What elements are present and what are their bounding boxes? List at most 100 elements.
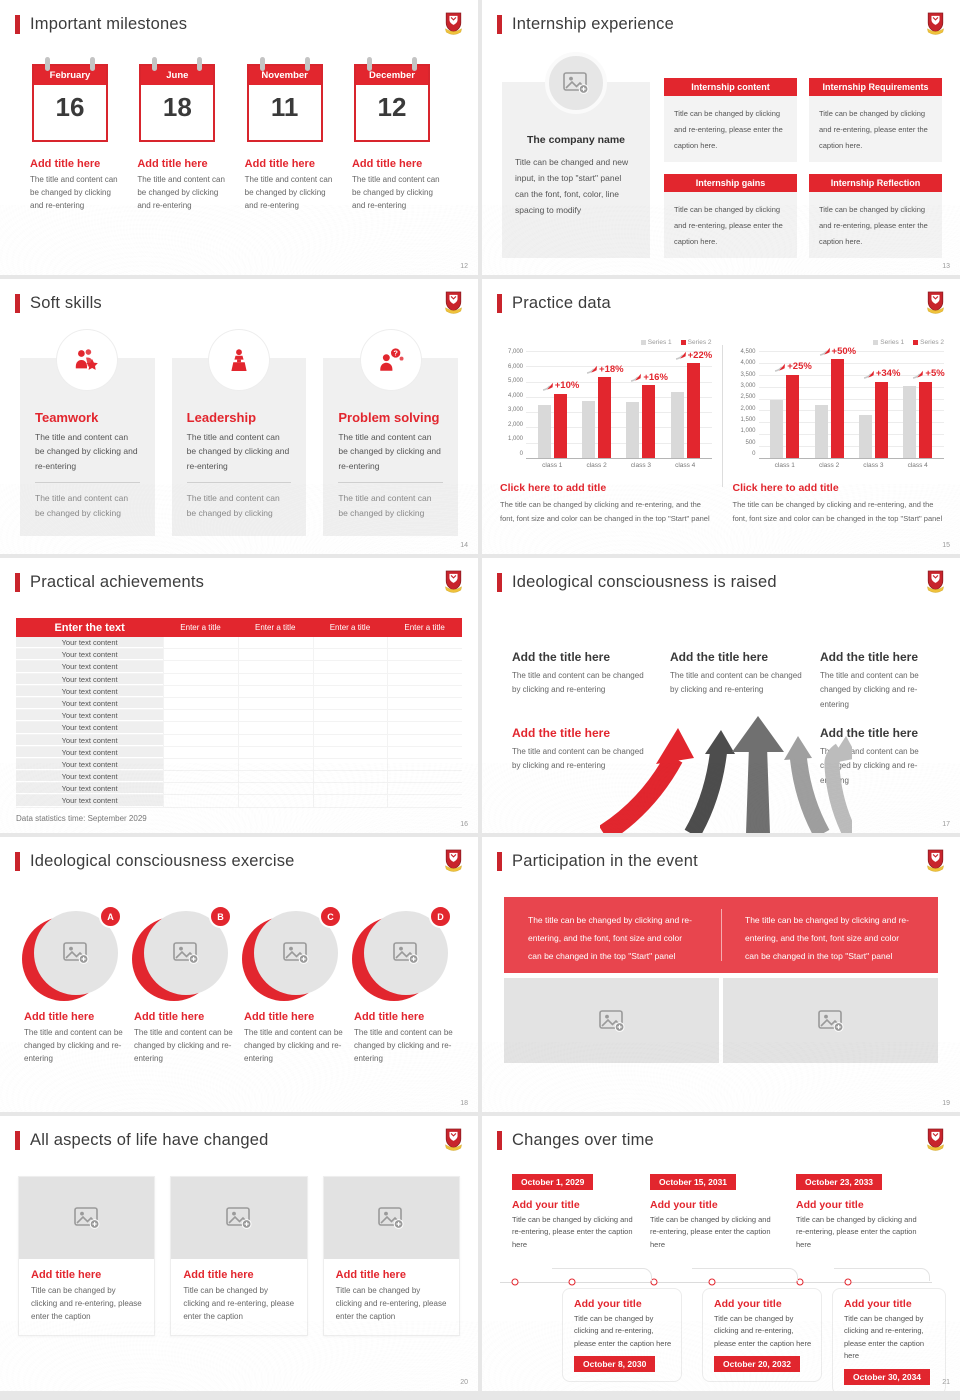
- block-title: Add the title here: [512, 650, 611, 664]
- milestone-title: Add title here: [351, 158, 423, 170]
- card-body: Title can be changed by clicking and re-…: [183, 1286, 295, 1321]
- image-placeholder[interactable]: [504, 978, 719, 1063]
- school-crest-logo: [443, 569, 464, 594]
- slide-internship-experience[interactable]: Internship experience The company name T…: [482, 0, 960, 275]
- empty-cell: [237, 734, 313, 746]
- image-placeholder[interactable]: B: [144, 905, 232, 995]
- series2-bar: [830, 359, 844, 458]
- timeline-connector: [552, 1268, 652, 1281]
- slide-participation[interactable]: Participation in the event The title can…: [482, 837, 960, 1112]
- row-label-cell: Your text content: [16, 697, 164, 710]
- table-row: Your text content: [16, 649, 462, 662]
- table-row: Your text content: [16, 685, 462, 698]
- slide-important-milestones[interactable]: Important milestones February 16 Add tit…: [0, 0, 478, 275]
- series2-bar: [598, 377, 612, 458]
- empty-cell: [237, 649, 313, 661]
- table-row: Your text content: [16, 758, 462, 772]
- slide-changes-over-time[interactable]: Changes over time October 1, 2029 Add yo…: [482, 1116, 960, 1391]
- growth-label: +34%: [863, 369, 900, 379]
- empty-cell: [387, 771, 462, 783]
- growth-label: +25%: [774, 362, 812, 372]
- empty-cell: [312, 783, 388, 795]
- timeline-body: Title can be changed by clicking and re-…: [796, 1215, 917, 1249]
- timeline-body: Title can be changed by clicking and re-…: [650, 1215, 771, 1249]
- series1-bar: [903, 385, 917, 458]
- table-header: Enter the text: [54, 621, 125, 634]
- gridline: [758, 434, 944, 436]
- y-tick-label: 2,000: [740, 405, 756, 412]
- school-crest-logo: [925, 569, 946, 594]
- block-body: The title and content can be changed by …: [512, 747, 644, 771]
- letter-badge: B: [209, 905, 232, 928]
- row-label-cell: Your text content: [16, 758, 164, 771]
- empty-cell: [312, 649, 388, 661]
- letter-badge: A: [99, 905, 122, 928]
- page-number: 18: [460, 1100, 468, 1107]
- empty-cell: [163, 771, 238, 783]
- text-block: Add the title here The title and content…: [670, 650, 812, 698]
- block-title: Add the title here: [512, 726, 611, 740]
- teamwork-icon: [72, 346, 102, 374]
- card-body: Title can be changed by clicking and re-…: [335, 1286, 447, 1321]
- image-placeholder[interactable]: [171, 1177, 307, 1259]
- growth-arrow-icon: [542, 382, 553, 391]
- skill-title: Problem solving: [338, 410, 440, 425]
- slide-soft-skills[interactable]: Soft skills Teamwork The title and conte…: [0, 279, 478, 554]
- slide-ideology-exercise[interactable]: Ideological consciousness exercise A Add…: [0, 837, 478, 1112]
- milestone-title: Add title here: [244, 158, 315, 170]
- series1-bar: [770, 399, 784, 458]
- x-axis-labels: class 1 class 2 class 3 class 4: [759, 462, 945, 469]
- empty-cell: [237, 697, 313, 710]
- timeline-dot: [796, 1278, 804, 1286]
- text-block: Add the title here The title and content…: [820, 650, 946, 712]
- chart-legend: Series 1 Series 2: [500, 339, 712, 346]
- skill-body: The title and content can be changed by …: [35, 430, 140, 484]
- image-placeholder[interactable]: [545, 52, 607, 114]
- empty-cell: [163, 685, 238, 697]
- gridline: [526, 396, 712, 398]
- image-placeholder-icon: [393, 942, 419, 964]
- empty-cell: [237, 710, 313, 722]
- slide-header: Important milestones: [0, 0, 478, 34]
- slide-practical-achievements[interactable]: Practical achievements Enter the text En…: [0, 558, 478, 833]
- image-placeholder[interactable]: [723, 978, 938, 1063]
- image-placeholder[interactable]: D: [364, 905, 452, 995]
- empty-cell: [312, 722, 388, 734]
- empty-cell: [237, 758, 313, 771]
- bar-chart-right: Series 1 Series 2 4,500 4,000 3,500 3,000 2,…: [725, 339, 953, 527]
- y-tick-label: 0: [519, 450, 523, 457]
- bar-group: +22%: [667, 351, 712, 458]
- image-placeholder-icon: [378, 1207, 404, 1229]
- empty-cell: [387, 637, 462, 649]
- image-placeholder[interactable]: [19, 1177, 155, 1259]
- image-placeholder[interactable]: C: [254, 905, 342, 995]
- page-number: 17: [942, 821, 950, 828]
- chart-caption-body: The title can be changed by clicking and…: [732, 500, 943, 524]
- growth-arrow-icon: [863, 370, 874, 379]
- gridline: [758, 362, 944, 364]
- box-header: Internship Reflection: [809, 174, 942, 192]
- slide-practice-data[interactable]: Practice data Series 1 Series 2 7,000 6,0…: [482, 279, 960, 554]
- empty-cell: [312, 697, 388, 710]
- empty-cell: [387, 795, 462, 807]
- skill-footer: The title and content can be changed by …: [186, 493, 280, 518]
- image-placeholder[interactable]: [323, 1177, 459, 1259]
- slide-life-changed[interactable]: All aspects of life have changed Add tit…: [0, 1116, 478, 1391]
- exercise-title: Add title here: [354, 1011, 425, 1023]
- chart-caption-title: Click here to add title: [732, 482, 839, 494]
- timeline-title: Add your title: [714, 1298, 782, 1310]
- series1-bar: [858, 415, 872, 458]
- image-placeholder[interactable]: A: [34, 905, 122, 995]
- slide-ideology-raised[interactable]: Ideological consciousness is raised Add …: [482, 558, 960, 833]
- timeline-line: [500, 1282, 932, 1283]
- empty-cell: [387, 673, 462, 685]
- milestone-title: Add title here: [30, 158, 101, 170]
- timeline-dot: [511, 1278, 519, 1286]
- table-footnote: Data statistics time: September 2029: [16, 813, 147, 823]
- title-accent-bar: [497, 1131, 502, 1150]
- exercise-item: B Add title here The title and content c…: [132, 905, 234, 1065]
- card-title: Add title here: [31, 1269, 102, 1281]
- row-label-cell: Your text content: [16, 795, 164, 807]
- growth-arrow-icon: [675, 351, 686, 361]
